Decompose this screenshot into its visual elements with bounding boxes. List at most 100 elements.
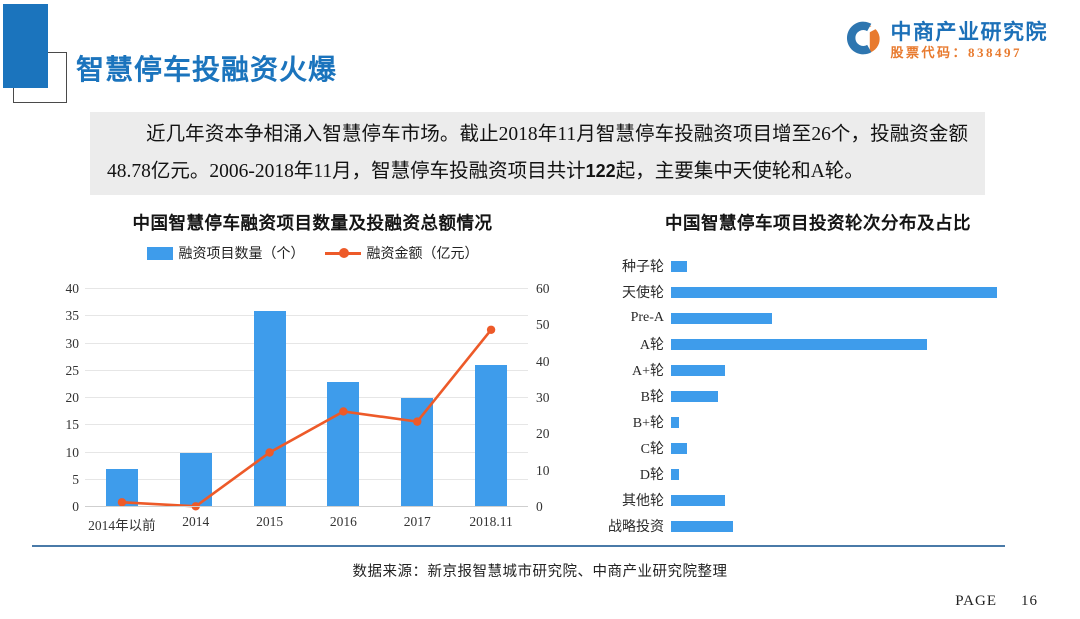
footer-divider bbox=[32, 545, 1005, 547]
line-point bbox=[339, 407, 348, 416]
right-axis-tick-label: 40 bbox=[536, 353, 550, 369]
left-axis-tick-label: 40 bbox=[65, 281, 80, 296]
left-axis-tick-label: 25 bbox=[65, 362, 80, 378]
summary-paragraph: 近几年资本争相涌入智慧停车市场。截止2018年11月智慧停车投融资项目增至26个… bbox=[90, 112, 985, 190]
round-row: A轮 bbox=[598, 331, 1038, 357]
round-row: D轮 bbox=[598, 461, 1038, 487]
combo-plot-wrap: 0 5 10 15 20 25 30 35 40 0 10 20 30 40 50 60 2014年以前 20… bbox=[55, 281, 570, 542]
line-point bbox=[117, 498, 127, 507]
round-bar bbox=[671, 494, 726, 506]
round-bar bbox=[671, 468, 679, 480]
round-label: 种子轮 bbox=[622, 260, 664, 275]
round-label: D轮 bbox=[639, 468, 664, 483]
round-label: C轮 bbox=[640, 442, 664, 457]
round-label: B+轮 bbox=[632, 416, 664, 431]
round-row: A+轮 bbox=[598, 357, 1038, 383]
logo-company-name: 中商产业研究院 bbox=[890, 20, 1048, 44]
round-row: Pre-A bbox=[598, 305, 1038, 331]
left-axis-tick-label: 35 bbox=[65, 308, 80, 324]
left-axis-tick-label: 10 bbox=[65, 444, 80, 460]
line-point bbox=[413, 417, 422, 426]
round-row: 天使轮 bbox=[598, 279, 1038, 305]
round-label: 其他轮 bbox=[622, 494, 664, 509]
round-bar bbox=[671, 442, 687, 454]
right-axis-tick-label: 30 bbox=[536, 390, 550, 405]
line-point bbox=[265, 448, 274, 457]
round-bar bbox=[671, 520, 734, 532]
x-axis-category-label: 2016 bbox=[329, 514, 357, 529]
page-indicator: PAGE 16 bbox=[955, 593, 1038, 610]
round-bar bbox=[671, 312, 772, 324]
gridline bbox=[85, 424, 528, 426]
round-row: C轮 bbox=[598, 435, 1038, 461]
round-label: B轮 bbox=[640, 390, 664, 405]
page-number: 16 bbox=[1021, 593, 1038, 609]
logo-text: 中商产业研究院 股票代码：838497 bbox=[891, 20, 1049, 61]
right-axis-tick-label: 0 bbox=[536, 499, 543, 514]
round-row: 战略投资 bbox=[598, 513, 1038, 539]
round-row: B轮 bbox=[598, 383, 1038, 409]
page-label: PAGE bbox=[955, 593, 997, 609]
funding-amount-line bbox=[117, 325, 496, 511]
page-title: 智慧停车投融资火爆 bbox=[76, 55, 338, 86]
gridline bbox=[85, 397, 528, 398]
line-legend-swatch-icon bbox=[324, 248, 361, 258]
bar-legend-label: 融资项目数量（个） bbox=[178, 247, 305, 262]
x-axis-labels: 2014年以前 2014 2015 2016 2017 2018.11 bbox=[85, 514, 528, 534]
source-note: 数据来源：新京报智慧城市研究院、中商产业研究院整理 bbox=[352, 564, 728, 580]
round-bar bbox=[671, 416, 679, 428]
project-count-bar bbox=[475, 365, 508, 507]
line-legend-label: 融资金额（亿元） bbox=[366, 247, 479, 262]
line-point bbox=[191, 502, 200, 511]
summary-text-after: 起，主要集中天使轮和A轮。 bbox=[615, 161, 864, 182]
legend-item-bars: 融资项目数量（个） bbox=[146, 243, 305, 263]
left-axis-tick-label: 5 bbox=[72, 471, 79, 487]
line-point bbox=[486, 325, 496, 334]
round-bar bbox=[671, 286, 997, 298]
round-row: B+轮 bbox=[598, 409, 1038, 435]
left-axis-tick-label: 20 bbox=[65, 390, 80, 405]
left-axis-tick-label: 30 bbox=[65, 335, 80, 351]
bar-legend-swatch-icon bbox=[146, 246, 173, 260]
round-label: 天使轮 bbox=[622, 286, 664, 301]
round-label: 战略投资 bbox=[608, 520, 664, 535]
left-axis: 0 5 10 15 20 25 30 35 40 bbox=[55, 281, 80, 514]
legend-item-line: 融资金额（亿元） bbox=[324, 243, 479, 263]
rounds-rows: 种子轮天使轮 Pre-A A轮 A+轮 B轮 B+轮 C轮 D轮其他轮战略投资 bbox=[598, 253, 1038, 539]
round-row: 种子轮 bbox=[598, 253, 1038, 279]
summary-text-before: 近几年资本争相涌入智慧停车市场。截止2018年11月智慧停车投融资项目增至26个… bbox=[107, 124, 968, 182]
combo-chart: 中国智慧停车融资项目数量及投融资总额情况 融资项目数量（个） 融资金额（亿元） … bbox=[55, 210, 570, 542]
round-label: A轮 bbox=[639, 338, 664, 353]
right-axis-tick-label: 50 bbox=[536, 317, 550, 333]
right-axis-tick-label: 10 bbox=[536, 462, 550, 478]
project-count-bar bbox=[253, 310, 286, 507]
x-axis-category-label: 2017 bbox=[403, 514, 431, 529]
left-axis-tick-label: 0 bbox=[72, 499, 79, 514]
project-count-bar bbox=[327, 381, 360, 507]
round-bar bbox=[671, 338, 928, 350]
round-bar bbox=[671, 364, 726, 376]
project-count-bar bbox=[401, 398, 434, 507]
right-axis: 0 10 20 30 40 50 60 bbox=[536, 281, 570, 514]
left-axis-tick-label: 15 bbox=[65, 417, 80, 433]
x-axis-category-label: 2018.11 bbox=[469, 514, 513, 529]
right-axis-tick-label: 20 bbox=[536, 426, 550, 442]
header-accent-rectangle bbox=[3, 4, 48, 88]
gridline bbox=[85, 315, 528, 317]
logo-stock-code: 股票代码：838497 bbox=[890, 45, 1023, 60]
round-bar bbox=[671, 390, 718, 402]
line-legend-dot-icon bbox=[338, 248, 349, 258]
gridline bbox=[85, 288, 528, 289]
combo-plot-area bbox=[85, 288, 528, 511]
round-row: 其他轮 bbox=[598, 487, 1038, 513]
round-label: Pre-A bbox=[630, 310, 664, 325]
right-axis-tick-label: 60 bbox=[536, 281, 550, 296]
x-axis-category-label: 2014 bbox=[182, 514, 210, 529]
x-axis-category-label: 2015 bbox=[256, 514, 284, 529]
gridline bbox=[85, 451, 528, 453]
round-label: A+轮 bbox=[631, 364, 664, 379]
summary-highlight: 122 bbox=[585, 161, 616, 181]
logo-icon bbox=[844, 18, 884, 63]
gridline bbox=[85, 369, 528, 371]
